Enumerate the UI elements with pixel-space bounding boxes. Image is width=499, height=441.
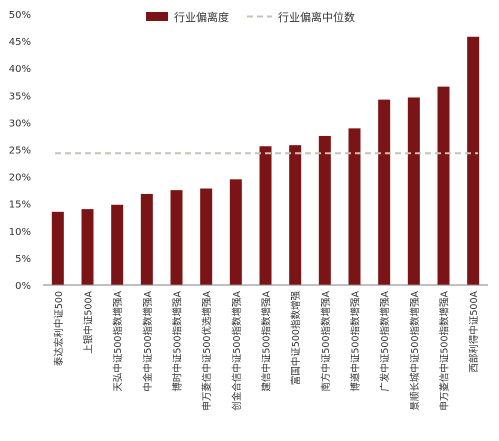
bar xyxy=(407,97,420,285)
x-category-label: 天弘中证500指数增强A xyxy=(112,291,124,392)
y-tick-label: 40% xyxy=(9,64,31,75)
bar xyxy=(378,99,391,285)
y-tick-label: 5% xyxy=(15,254,31,265)
legend-swatch-bar xyxy=(146,12,168,21)
y-tick-label: 0% xyxy=(15,281,31,292)
y-tick-label: 20% xyxy=(9,173,31,184)
bar xyxy=(51,211,64,285)
x-category-label: 景顺长城中证500指数增强A xyxy=(409,291,421,411)
bar xyxy=(140,193,153,285)
y-axis: 0% 5% 10% 15% 20% 25% 30% 35% 40% 45% 50% xyxy=(9,10,31,292)
bars xyxy=(51,36,480,286)
x-category-label: 广发中证500指数增强A xyxy=(379,291,391,392)
x-category-label: 申万菱信中证500指数增强A xyxy=(439,291,451,411)
bar xyxy=(111,204,124,285)
bar xyxy=(259,146,272,285)
x-category-label: 中金中证500指数增强A xyxy=(142,291,154,392)
x-category-label: 西部利得中证500A xyxy=(468,291,480,373)
x-category-label: 博时中证500指数增强A xyxy=(172,291,184,392)
y-tick-label: 35% xyxy=(9,91,31,102)
x-category-label: 泰达宏利中证500 xyxy=(53,291,65,366)
legend: 行业偏离度 行业偏离中位数 xyxy=(146,10,355,24)
y-tick-label: 25% xyxy=(9,146,31,157)
y-tick-label: 15% xyxy=(9,200,31,211)
x-category-label: 建信中证500指数增强A xyxy=(261,291,273,392)
x-axis-labels: 泰达宏利中证500 上银中证500A 天弘中证500指数增强A 中金中证500指数增强… xyxy=(53,291,480,411)
y-tick-label: 10% xyxy=(9,227,31,238)
legend-label-bar: 行业偏离度 xyxy=(174,10,229,24)
y-tick-label: 50% xyxy=(9,10,31,21)
bar xyxy=(348,128,361,285)
y-tick-label: 30% xyxy=(9,118,31,129)
x-category-label: 南方中证500指数增强A xyxy=(320,291,332,392)
bar xyxy=(200,188,213,285)
bar xyxy=(437,86,450,286)
legend-label-median-line: 行业偏离中位数 xyxy=(278,10,355,24)
x-category-label: 上银中证500A xyxy=(83,291,95,354)
bar xyxy=(289,145,302,285)
bar xyxy=(229,179,242,285)
x-category-label: 博道中证500指数增强A xyxy=(350,291,362,392)
bar xyxy=(318,135,331,285)
bar xyxy=(467,36,480,285)
x-category-label: 富国中证500指数增强 xyxy=(290,291,302,386)
y-tick-label: 45% xyxy=(9,37,31,48)
bar xyxy=(81,209,94,285)
bar xyxy=(170,190,183,285)
x-category-label: 创金合信中证500指数增强A xyxy=(231,291,243,411)
x-category-label: 申万菱信中证500优选增强A xyxy=(201,291,213,411)
